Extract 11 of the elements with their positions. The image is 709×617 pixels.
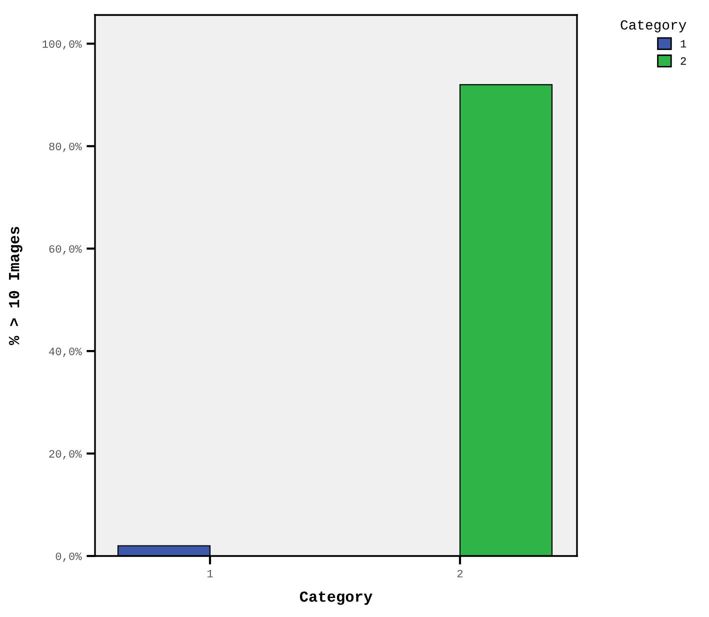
x-axis-title: Category <box>300 591 372 605</box>
y-tick-label: 20,0% <box>49 450 82 460</box>
y-tick-label: 80,0% <box>49 142 82 152</box>
y-tick-label: 100,0% <box>42 40 82 50</box>
y-tick-label: 60,0% <box>49 245 82 255</box>
legend-label: 1 <box>680 40 686 48</box>
y-tick-label: 0,0% <box>56 552 82 562</box>
y-tick-label: 40,0% <box>49 348 82 358</box>
legend-title: Category <box>620 20 686 32</box>
y-axis-title: % > 10 Images <box>8 226 22 346</box>
legend-label: 2 <box>680 57 686 65</box>
